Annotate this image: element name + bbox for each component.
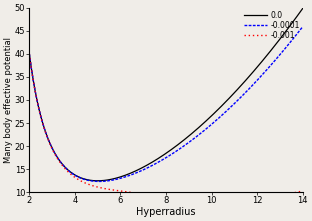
-0.001: [301, 190, 305, 192]
0.0: [96, 179, 100, 182]
0.0: [55, 156, 59, 158]
0.0: [241, 82, 245, 85]
Legend: 0.0, -0.0001, -0.001: 0.0, -0.0001, -0.001: [243, 9, 301, 42]
-0.0001: [27, 53, 31, 55]
-0.001: [246, 198, 250, 201]
Y-axis label: Many body effective potential: Many body effective potential: [4, 37, 13, 163]
Line: -0.001: -0.001: [29, 54, 303, 201]
-0.0001: [138, 170, 142, 173]
-0.001: [216, 200, 219, 203]
-0.0001: [241, 94, 245, 97]
0.0: [27, 53, 31, 55]
-0.001: [27, 53, 31, 55]
0.0: [301, 7, 305, 10]
X-axis label: Hyperradius: Hyperradius: [136, 207, 196, 217]
-0.0001: [246, 89, 250, 92]
0.0: [138, 168, 142, 170]
-0.001: [55, 157, 59, 160]
-0.0001: [215, 118, 219, 121]
-0.001: [215, 200, 219, 203]
0.0: [215, 109, 219, 112]
-0.001: [138, 192, 142, 195]
-0.0001: [301, 25, 305, 28]
-0.0001: [97, 180, 101, 183]
-0.001: [241, 199, 245, 202]
0.0: [246, 77, 250, 80]
-0.0001: [55, 156, 59, 159]
-0.001: [148, 194, 152, 196]
Line: 0.0: 0.0: [29, 9, 303, 181]
0.0: [148, 162, 152, 165]
-0.0001: [148, 165, 152, 168]
Line: -0.0001: -0.0001: [29, 27, 303, 181]
